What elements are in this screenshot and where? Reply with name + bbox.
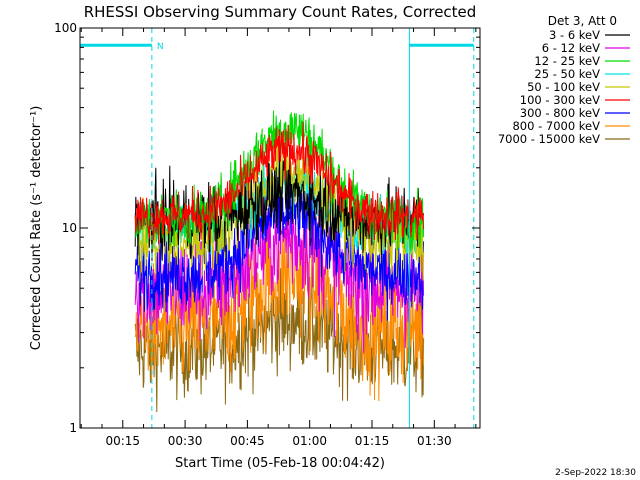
- y-tick-label: 10: [62, 221, 77, 235]
- series-line: [134, 172, 425, 321]
- legend-label: 6 - 12 keV: [542, 41, 600, 55]
- legend-label: 3 - 6 keV: [549, 28, 600, 42]
- plot-marks: [134, 110, 425, 413]
- legend-title: Det 3, Att 0: [548, 14, 617, 28]
- chart-title: RHESSI Observing Summary Count Rates, Co…: [84, 3, 477, 21]
- legend-label: 12 - 25 keV: [534, 54, 600, 68]
- legend-label: 300 - 800 keV: [520, 106, 600, 120]
- x-axis-label: Start Time (05-Feb-18 00:04:42): [175, 456, 385, 471]
- x-tick-label: 00:30: [168, 434, 203, 448]
- series-line: [134, 122, 425, 245]
- x-tick-label: 00:15: [105, 434, 140, 448]
- x-tick-label: 01:30: [417, 434, 452, 448]
- night-marker-label: N: [157, 42, 164, 52]
- legend-label: 25 - 50 keV: [534, 67, 600, 81]
- x-tick-label: 01:00: [292, 434, 327, 448]
- y-tick-label: 100: [54, 21, 77, 35]
- legend-label: 50 - 100 keV: [527, 80, 600, 94]
- y-axis-ticks: 1 10 100: [54, 21, 480, 435]
- x-tick-label: 01:15: [355, 434, 390, 448]
- x-axis-ticks: 00:15 00:30 00:45 01:00 01:15 01:30: [80, 28, 477, 448]
- footer-date: 2-Sep-2022 18:30: [555, 468, 636, 478]
- y-tick-label: 1: [69, 421, 77, 435]
- y-axis-label: Corrected Count Rate (s⁻¹ detector⁻¹): [29, 106, 44, 351]
- x-tick-label: 00:45: [230, 434, 265, 448]
- series-line: [134, 265, 425, 413]
- legend-label: 800 - 7000 keV: [512, 119, 600, 133]
- legend-label: 7000 - 15000 keV: [498, 132, 600, 146]
- legend-label: 100 - 300 keV: [520, 93, 600, 107]
